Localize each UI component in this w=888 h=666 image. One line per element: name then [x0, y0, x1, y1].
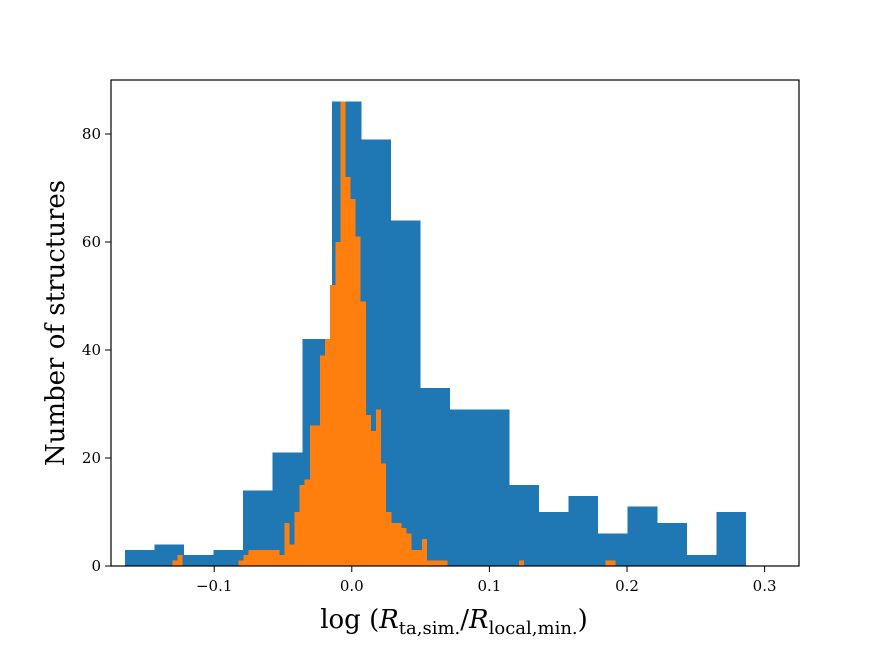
series-1-bar-14	[538, 512, 569, 566]
series-2-bar-39	[426, 560, 433, 566]
x-axis-label-r1: R	[378, 605, 399, 635]
x-axis-label-sub2: local,min.	[489, 618, 578, 639]
series-1-bar-11	[450, 409, 480, 566]
series-1-bar-19	[686, 555, 717, 566]
series-2-bar-41	[437, 560, 443, 566]
series-2-bar-23	[345, 177, 351, 566]
series-1-bar-3	[213, 549, 244, 566]
series-2-bar-44	[605, 560, 611, 566]
series-2-bar-38	[421, 539, 427, 566]
series-1-bar-18	[657, 522, 687, 566]
series-2-bar-19	[325, 339, 331, 566]
series-2-bar-45	[610, 560, 616, 566]
series-2-bar-18	[320, 355, 326, 566]
series-2-bar-42	[442, 560, 448, 566]
series-1-bar-12	[479, 409, 510, 566]
x-tick-label: −0.1	[196, 577, 232, 595]
y-tick-label: 60	[82, 233, 101, 251]
series-2-bar-32	[391, 522, 397, 566]
y-axis-label: Number of structures	[41, 180, 71, 466]
series-2-bar-2	[238, 560, 244, 566]
series-2-bar-12	[289, 544, 295, 566]
series-2-bar-36	[411, 549, 417, 566]
series-2-bar-25	[355, 236, 361, 566]
x-axis-label-sub1: ta,sim.	[399, 618, 460, 639]
x-axis-label-slash: /	[460, 605, 469, 635]
series-2-bar-20	[330, 285, 336, 566]
series-2-bar-6	[258, 549, 265, 566]
series-2-bar-40	[432, 560, 438, 566]
series-1-bar-13	[509, 485, 539, 566]
series-1-bar-0	[124, 549, 155, 566]
y-axis-ticks: 0 20 40 60 80	[82, 125, 111, 575]
series-2-bar-16	[309, 425, 315, 566]
x-tick-label: 0.3	[753, 577, 777, 595]
plot-frame	[110, 79, 800, 567]
series-2-bar-28	[370, 431, 377, 566]
x-axis-label-suffix: )	[578, 605, 588, 635]
y-tick-label: 40	[82, 341, 101, 359]
series-2-bar-13	[294, 512, 300, 566]
series-2-bar-35	[406, 533, 412, 566]
series-2-bar-24	[350, 198, 356, 567]
x-axis-ticks: −0.1 0.0 0.1 0.2 0.3	[196, 566, 777, 595]
series-2-bar-0	[172, 560, 178, 566]
series-1-bar-10	[420, 387, 451, 566]
x-axis-label: log (Rta,sim./Rlocal,min.)	[320, 605, 588, 639]
series-2-bar-8	[269, 549, 275, 566]
series-2-bar-5	[253, 549, 259, 566]
series-2-bar-17	[314, 425, 321, 566]
series-2-bar-30	[381, 463, 387, 566]
x-tick-label: 0.0	[340, 577, 364, 595]
series-2-bars	[172, 101, 616, 567]
series-2-bar-34	[401, 528, 407, 566]
series-1-bar-20	[716, 512, 747, 566]
series-2-bar-27	[365, 414, 371, 566]
series-2-bar-7	[264, 549, 270, 566]
series-2-bar-14	[299, 485, 305, 566]
series-2-bar-21	[335, 242, 341, 566]
series-1-bar-17	[627, 506, 658, 566]
series-2-bar-11	[284, 522, 290, 566]
series-2-bar-31	[386, 512, 392, 566]
y-tick-label: 80	[82, 125, 101, 143]
series-2-bar-29	[376, 409, 382, 566]
y-tick-label: 20	[82, 449, 101, 467]
x-tick-label: 0.2	[615, 577, 639, 595]
x-axis-label-r2: R	[468, 605, 489, 635]
series-2-bar-15	[304, 479, 310, 566]
y-tick-label: 0	[91, 557, 101, 575]
series-2-bar-4	[248, 549, 254, 566]
series-2-bar-33	[396, 522, 402, 566]
series-1-bar-15	[568, 495, 599, 566]
series-1-bar-2	[183, 555, 214, 566]
series-2-bar-26	[360, 301, 366, 566]
series-2-bar-9	[274, 549, 280, 566]
series-2-bar-3	[243, 555, 249, 566]
series-2-bar-10	[279, 555, 285, 566]
x-axis-label-prefix: log (	[320, 605, 379, 635]
series-2-bar-43	[519, 560, 525, 566]
series-2-bar-22	[340, 101, 346, 566]
x-tick-label: 0.1	[477, 577, 501, 595]
series-2-bar-1	[177, 555, 183, 566]
series-2-bar-37	[416, 549, 422, 566]
series-1-bar-9	[391, 220, 421, 566]
